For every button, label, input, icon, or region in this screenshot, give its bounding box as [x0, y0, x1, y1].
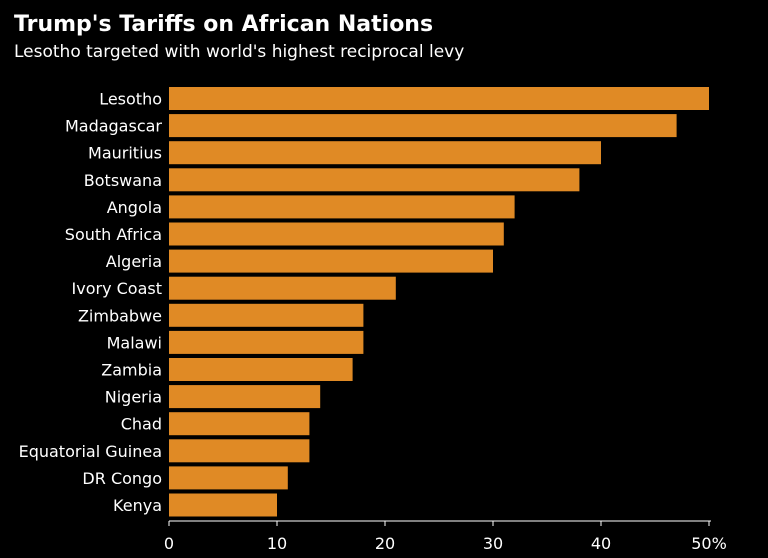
- category-label-zambia: Zambia: [101, 361, 162, 380]
- bar-equatorial-guinea: [169, 439, 310, 463]
- category-label-chad: Chad: [121, 415, 162, 434]
- category-label-nigeria: Nigeria: [105, 388, 162, 407]
- category-label-algeria: Algeria: [106, 252, 162, 271]
- category-label-madagascar: Madagascar: [65, 117, 162, 136]
- chart-title: Trump's Tariffs on African Nations: [14, 12, 434, 37]
- bar-lesotho: [169, 87, 709, 110]
- x-tick-label: 30: [483, 534, 503, 553]
- category-label-malawi: Malawi: [107, 333, 162, 352]
- category-label-dr-congo: DR Congo: [82, 469, 162, 488]
- x-tick-label: 0: [164, 534, 174, 553]
- bar-madagascar: [169, 114, 677, 138]
- bar-series: [169, 87, 709, 517]
- x-tick-label: 40: [591, 534, 611, 553]
- category-label-botswana: Botswana: [84, 171, 162, 190]
- bar-kenya: [169, 493, 277, 517]
- category-label-kenya: Kenya: [113, 496, 162, 515]
- bar-mauritius: [169, 141, 601, 165]
- chart-subtitle: Lesotho targeted with world's highest re…: [14, 42, 465, 62]
- category-label-ivory-coast: Ivory Coast: [72, 279, 162, 298]
- x-axis-ticks: 0 10 20 30 40 50%: [164, 521, 727, 553]
- bar-algeria: [169, 249, 493, 273]
- category-label-lesotho: Lesotho: [99, 90, 162, 109]
- bar-ivory-coast: [169, 276, 396, 300]
- bar-malawi: [169, 330, 364, 354]
- bar-dr-congo: [169, 466, 288, 490]
- bar-nigeria: [169, 385, 321, 409]
- category-label-equatorial-guinea: Equatorial Guinea: [19, 442, 162, 461]
- bar-zambia: [169, 358, 353, 381]
- bar-botswana: [169, 168, 580, 192]
- bar-south-africa: [169, 222, 504, 246]
- bar-chad: [169, 412, 310, 436]
- bar-zimbabwe: [169, 303, 364, 327]
- x-tick-label: 10: [267, 534, 287, 553]
- category-label-south-africa: South Africa: [65, 225, 162, 244]
- category-label-zimbabwe: Zimbabwe: [78, 306, 162, 325]
- x-tick-label: 20: [375, 534, 395, 553]
- category-label-angola: Angola: [107, 198, 162, 217]
- category-label-mauritius: Mauritius: [88, 144, 162, 163]
- category-axis-labels: Lesotho Madagascar Mauritius Botswana Angola…: [19, 90, 163, 516]
- bar-angola: [169, 195, 515, 219]
- x-tick-label: 50%: [691, 534, 727, 553]
